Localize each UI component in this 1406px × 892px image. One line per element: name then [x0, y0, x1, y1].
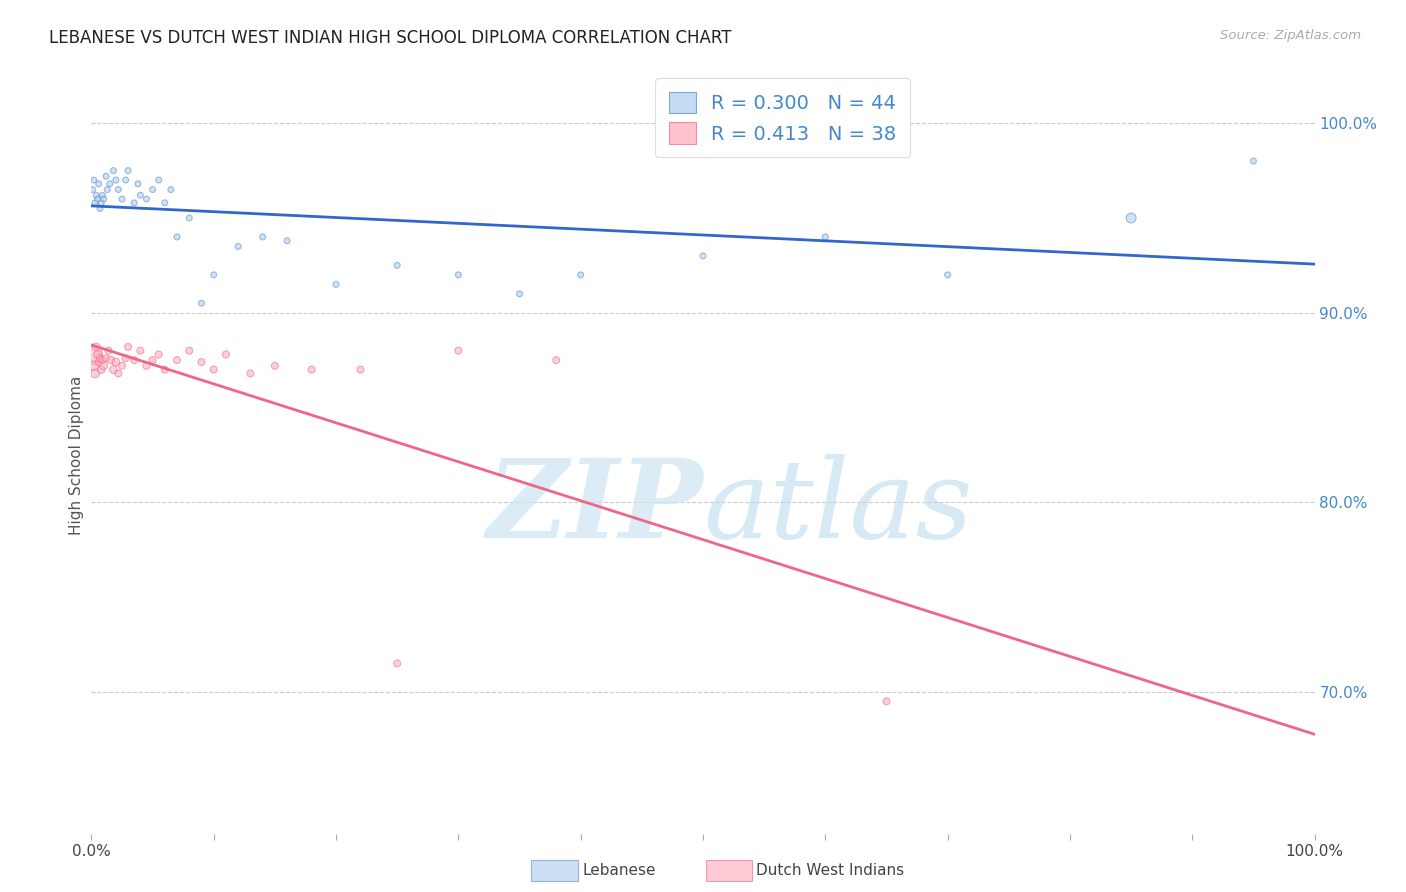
Point: [91, 188, 114, 202]
Point: [325, 277, 347, 292]
Point: [153, 362, 176, 376]
Point: [239, 367, 262, 381]
Point: [104, 173, 127, 187]
Point: [89, 202, 111, 216]
Point: [546, 353, 568, 368]
Point: [83, 359, 105, 373]
Point: [122, 195, 145, 210]
Point: [166, 353, 188, 368]
Point: [447, 343, 470, 358]
Point: [166, 230, 188, 244]
Text: ZIP: ZIP: [486, 454, 703, 562]
Point: [127, 177, 149, 191]
Point: [135, 192, 157, 206]
Point: [509, 286, 531, 301]
Point: [117, 163, 139, 178]
Point: [86, 347, 108, 361]
Point: [153, 195, 176, 210]
Point: [190, 355, 212, 369]
Point: [129, 188, 152, 202]
Point: [114, 351, 136, 366]
Text: atlas: atlas: [703, 454, 973, 562]
Point: [179, 211, 201, 225]
Point: [98, 177, 121, 191]
Point: [84, 340, 107, 354]
Point: [111, 192, 134, 206]
Point: [86, 192, 108, 206]
Point: [94, 351, 117, 366]
Point: [385, 258, 409, 272]
Point: [814, 230, 837, 244]
Text: Source: ZipAtlas.com: Source: ZipAtlas.com: [1220, 29, 1361, 42]
Point: [103, 362, 125, 376]
Point: [84, 195, 107, 210]
Point: [692, 249, 714, 263]
Point: [122, 353, 145, 368]
Point: [385, 657, 409, 671]
Point: [107, 367, 129, 381]
Point: [179, 343, 201, 358]
Point: [90, 362, 112, 376]
Point: [252, 230, 274, 244]
Point: [90, 195, 112, 210]
Point: [160, 182, 183, 196]
Point: [83, 173, 105, 187]
Point: [114, 173, 136, 187]
Point: [190, 296, 212, 310]
Point: [94, 169, 117, 184]
Point: [97, 343, 120, 358]
Point: [96, 182, 118, 196]
Point: [129, 343, 152, 358]
Point: [141, 182, 163, 196]
Legend: R = 0.300   N = 44, R = 0.413   N = 38: R = 0.300 N = 44, R = 0.413 N = 38: [655, 78, 910, 157]
Point: [100, 353, 122, 368]
Point: [226, 239, 249, 253]
Point: [141, 353, 163, 368]
Point: [84, 188, 107, 202]
Text: Dutch West Indians: Dutch West Indians: [756, 863, 904, 878]
Point: [93, 359, 115, 373]
Point: [135, 359, 157, 373]
Point: [107, 182, 129, 196]
Point: [301, 362, 323, 376]
Point: [87, 177, 110, 191]
Point: [93, 192, 115, 206]
Point: [148, 347, 170, 361]
Point: [202, 362, 225, 376]
Point: [447, 268, 470, 282]
Point: [264, 359, 287, 373]
Point: [103, 163, 125, 178]
Point: [117, 340, 139, 354]
Text: Lebanese: Lebanese: [582, 863, 655, 878]
Point: [87, 355, 110, 369]
Point: [936, 268, 959, 282]
Point: [148, 173, 170, 187]
Point: [82, 182, 104, 196]
Point: [84, 367, 107, 381]
Point: [349, 362, 371, 376]
Point: [875, 694, 898, 708]
Point: [1121, 211, 1143, 225]
Point: [202, 268, 225, 282]
Point: [82, 347, 104, 361]
Y-axis label: High School Diploma: High School Diploma: [69, 376, 84, 534]
Text: LEBANESE VS DUTCH WEST INDIAN HIGH SCHOOL DIPLOMA CORRELATION CHART: LEBANESE VS DUTCH WEST INDIAN HIGH SCHOO…: [49, 29, 731, 46]
Point: [104, 355, 127, 369]
Point: [569, 268, 592, 282]
Point: [111, 359, 134, 373]
Point: [89, 351, 111, 366]
Point: [1243, 154, 1265, 169]
Point: [215, 347, 238, 361]
Point: [91, 353, 114, 368]
Point: [276, 234, 298, 248]
